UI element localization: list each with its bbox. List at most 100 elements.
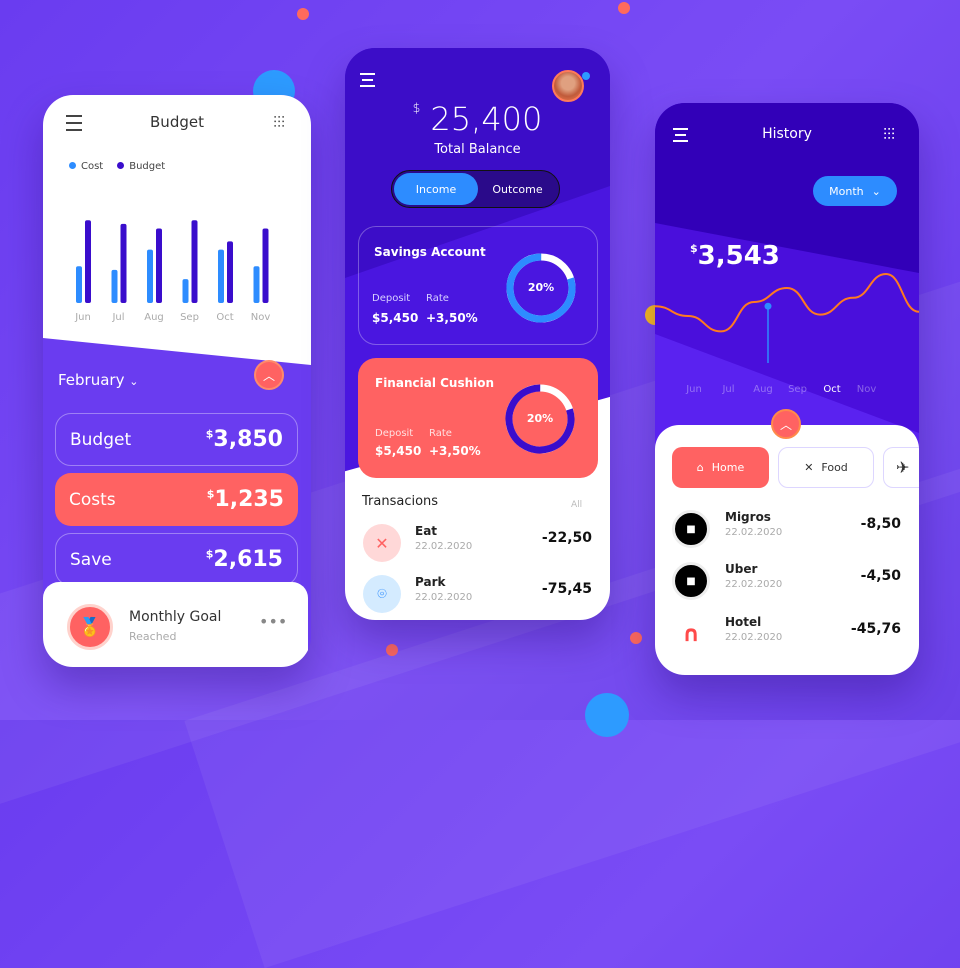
budget-row[interactable]: Budget $3,850	[55, 413, 298, 466]
x-tick-label: Jul	[111, 312, 124, 323]
x-tick-label: Oct	[216, 312, 233, 323]
income-outcome-toggle: Income Outcome	[391, 170, 560, 208]
decor-dot	[386, 644, 398, 656]
rate-value: +3,50%	[429, 444, 481, 458]
map-pin-icon: ⌾	[363, 575, 401, 613]
deposit-label: Deposit	[372, 293, 411, 304]
save-row[interactable]: Save $2,615	[55, 533, 298, 586]
x-tick-label[interactable]: Sep	[788, 384, 807, 395]
chevron-down-icon: ⌄	[871, 184, 881, 198]
highlight-point[interactable]	[764, 302, 772, 310]
x-tick-label[interactable]: Aug	[753, 384, 773, 395]
progress-ring	[505, 384, 575, 454]
period-dropdown[interactable]: Month ⌄	[813, 176, 897, 206]
all-link[interactable]: All	[571, 500, 583, 510]
transaction-date: 22.02.2020	[725, 527, 783, 538]
bar-budget-jun	[85, 220, 91, 303]
transaction-amount: -75,45	[541, 581, 592, 597]
progress-percent: 20%	[527, 281, 555, 294]
category-home[interactable]: ⌂ Home	[672, 447, 769, 488]
airbnb-logo-icon: ∩	[682, 621, 700, 647]
highlight-value: $3,543	[690, 241, 780, 271]
bar-cost-jul	[111, 269, 118, 303]
savings-account-card[interactable]: Savings Account Deposit $5,450 Rate +3,5…	[358, 226, 598, 345]
total-balance-label: Total Balance	[434, 142, 521, 157]
bar-cost-sep	[182, 279, 189, 303]
more-dots-icon[interactable]: •••	[259, 612, 288, 631]
transaction-date: 22.02.2020	[415, 541, 473, 552]
x-tick-label[interactable]: Jun	[685, 384, 702, 395]
uber-logo-icon: ■	[672, 510, 710, 548]
rate-value: +3,50%	[426, 311, 478, 325]
bar-budget-jul	[120, 223, 127, 303]
decor-dot	[585, 693, 629, 737]
transaction-date: 22.02.2020	[725, 632, 783, 643]
deposit-value: $5,450	[372, 311, 419, 325]
transaction-amount: -8,50	[860, 516, 901, 532]
menu-icon[interactable]	[65, 115, 83, 131]
category-travel[interactable]: ✈	[883, 447, 919, 488]
transaction-row[interactable]: ✕ Eat 22.02.2020 -22,50	[345, 520, 610, 568]
sliders-icon[interactable]: ⫶⫶⫶	[883, 125, 896, 144]
chart-legend: Cost Budget	[69, 161, 165, 172]
x-tick-label: Sep	[180, 312, 199, 323]
bar-cost-jun	[76, 266, 82, 303]
financial-cushion-card[interactable]: Financial Cushion Deposit $5,450 Rate +3…	[358, 358, 598, 478]
card-title: Savings Account	[374, 245, 486, 259]
transaction-amount: -45,76	[850, 621, 901, 637]
tab-outcome[interactable]: Outcome	[492, 182, 543, 196]
balance-screen: $ 25,400 Total Balance Income Outcome Sa…	[345, 48, 610, 620]
costs-row[interactable]: Costs $1,235	[55, 473, 298, 526]
online-indicator	[582, 72, 590, 80]
tab-income[interactable]: Income	[394, 173, 478, 205]
page-title: History	[762, 126, 812, 142]
line-chart: Jun Jul Aug Sep Oct Nov	[655, 272, 919, 395]
history-row[interactable]: ■ Migros 22.02.2020 -8,50	[655, 506, 919, 554]
history-row[interactable]: ∩ Hotel 22.02.2020 -45,76	[655, 611, 919, 659]
deposit-label: Deposit	[375, 428, 414, 439]
transaction-amount: -4,50	[860, 568, 901, 584]
expand-up-button[interactable]: ︿	[254, 360, 284, 390]
sliders-icon[interactable]: ⫶⫶⫶	[273, 113, 286, 132]
line-series	[655, 272, 919, 333]
bar-budget-nov	[262, 228, 269, 303]
menu-icon[interactable]	[672, 128, 688, 142]
bar-budget-oct	[227, 241, 233, 303]
x-tick-label: Nov	[251, 312, 271, 323]
medal-icon: 🏅	[67, 604, 113, 650]
menu-icon[interactable]	[359, 73, 375, 87]
chevron-down-icon: ⌄	[129, 375, 139, 388]
avatar[interactable]	[552, 70, 584, 102]
legend-cost: Cost	[69, 161, 103, 172]
month-selector[interactable]: February ⌄	[58, 371, 139, 389]
transaction-name: Eat	[415, 524, 438, 538]
transaction-name: Uber	[725, 562, 758, 576]
monthly-goal-card[interactable]: 🏅 Monthly Goal Reached •••	[43, 582, 308, 667]
category-food[interactable]: ✕ Food	[778, 447, 874, 488]
goal-title: Monthly Goal	[129, 609, 222, 625]
x-tick-label[interactable]: Nov	[857, 384, 877, 395]
expand-up-button[interactable]: ︿	[771, 409, 801, 439]
card-title: Financial Cushion	[375, 376, 495, 390]
rate-label: Rate	[429, 428, 452, 439]
transaction-name: Hotel	[725, 615, 762, 629]
total-balance: $ 25,400	[412, 100, 543, 138]
bar-cost-oct	[218, 249, 224, 303]
progress-percent: 20%	[526, 412, 554, 425]
x-tick-label: Aug	[144, 312, 164, 323]
budget-screen: Budget ⫶⫶⫶ Cost Budget Jun Jul Aug Sep Oct No…	[43, 95, 311, 667]
transaction-amount: -22,50	[541, 530, 592, 546]
history-row[interactable]: ■ Uber 22.02.2020 -4,50	[655, 558, 919, 606]
bar-chart: Jun Jul Aug Sep Oct Nov	[74, 220, 271, 323]
x-tick-label[interactable]: Oct	[823, 384, 840, 395]
x-tick-label[interactable]: Jul	[721, 384, 734, 395]
transaction-date: 22.02.2020	[415, 592, 473, 603]
page-title: Budget	[150, 113, 204, 131]
rate-label: Rate	[426, 293, 449, 304]
bar-cost-nov	[253, 266, 260, 303]
transaction-row[interactable]: ⌾ Park 22.02.2020 -75,45	[345, 571, 610, 619]
transaction-date: 22.02.2020	[725, 579, 783, 590]
deposit-value: $5,450	[375, 444, 422, 458]
uber-logo-icon: ■	[672, 562, 710, 600]
x-tick-label: Jun	[74, 312, 91, 323]
